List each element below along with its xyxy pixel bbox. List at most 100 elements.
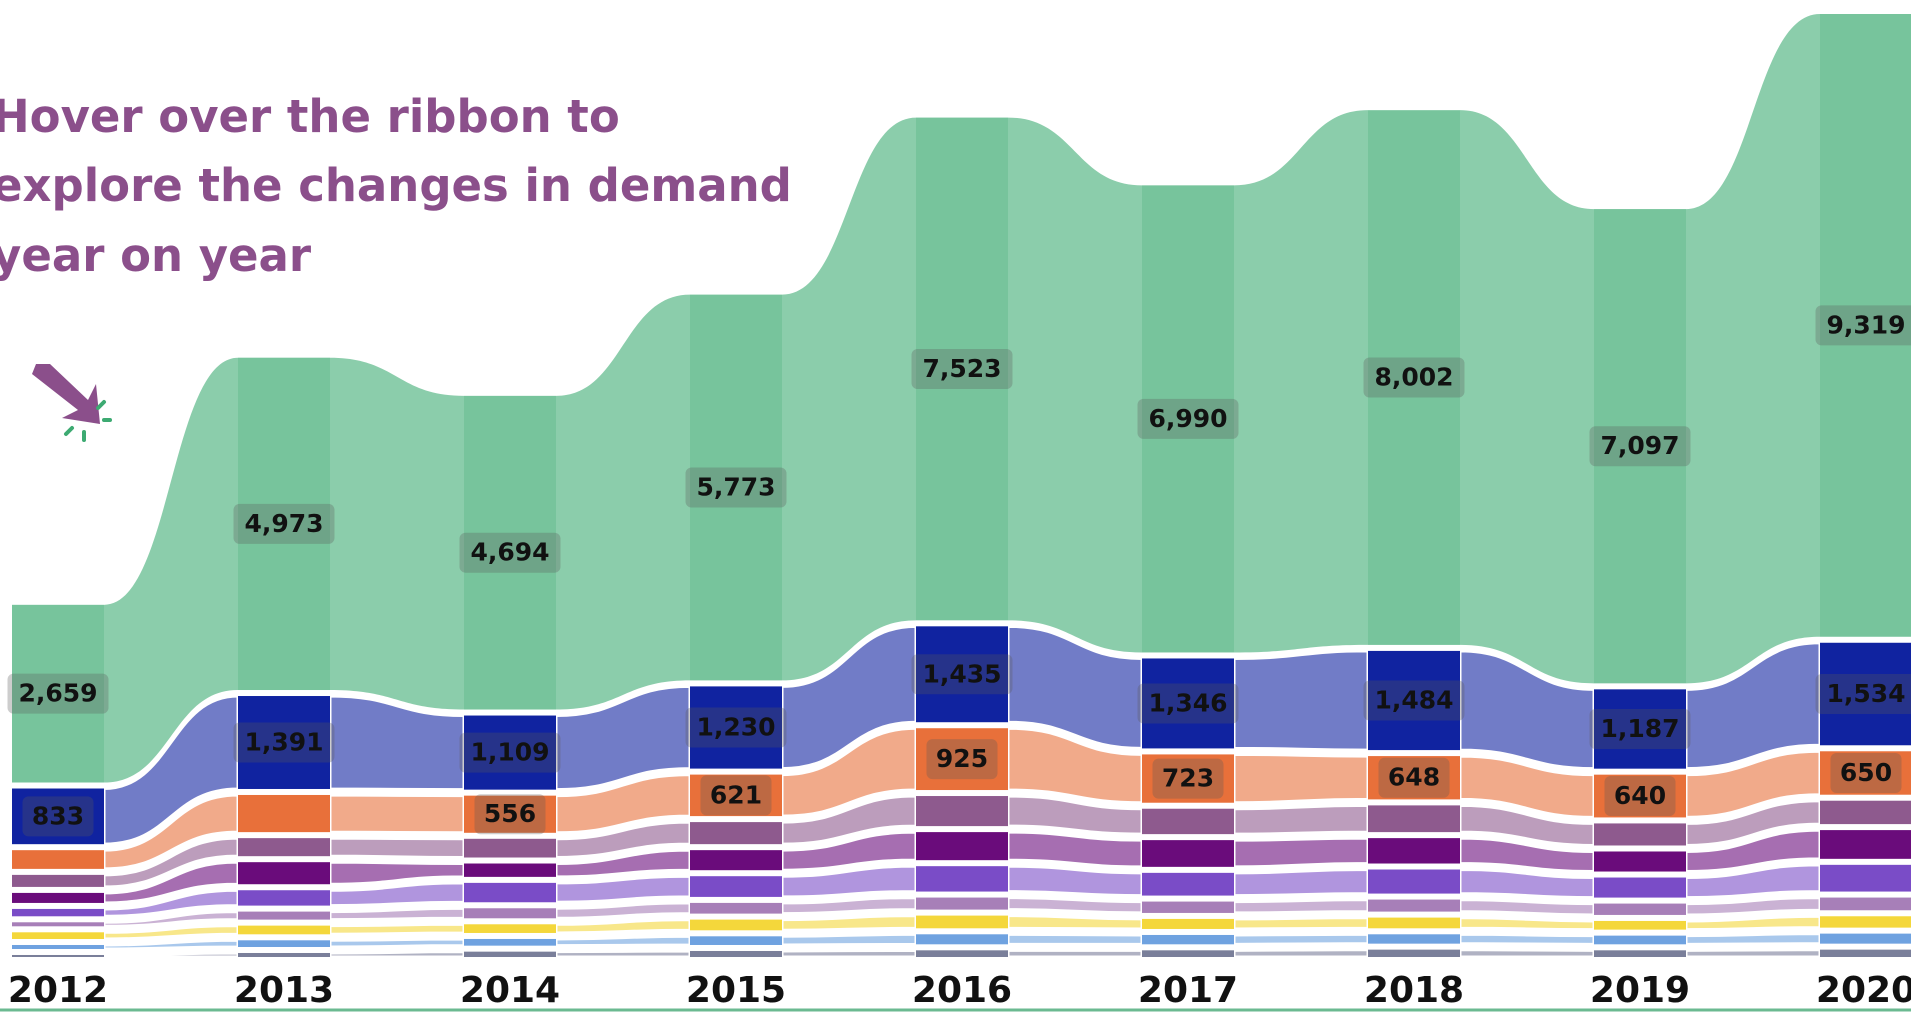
column-segment[interactable]: [1594, 823, 1686, 846]
column-segment[interactable]: [464, 882, 556, 903]
column-segment[interactable]: [1368, 899, 1460, 912]
column-segment[interactable]: [464, 924, 556, 933]
column-segment[interactable]: [690, 774, 782, 817]
ribbon[interactable]: [1006, 624, 1144, 750]
column-segment[interactable]: [1594, 920, 1686, 930]
column-segment[interactable]: [12, 908, 104, 917]
column-segment[interactable]: [238, 925, 330, 935]
ribbon[interactable]: [554, 918, 692, 935]
column-segment[interactable]: [690, 850, 782, 871]
ribbon[interactable]: [1458, 932, 1596, 946]
ribbon[interactable]: [1458, 898, 1596, 917]
column-segment[interactable]: [238, 696, 330, 789]
ribbon[interactable]: [102, 924, 240, 941]
column-segment[interactable]: [464, 938, 556, 946]
column-segment[interactable]: [1142, 918, 1234, 929]
column-segment[interactable]: [1820, 949, 1911, 957]
column-segment[interactable]: [916, 950, 1008, 957]
column-segment[interactable]: [238, 357, 330, 691]
ribbon[interactable]: [1006, 830, 1144, 869]
ribbon[interactable]: [1684, 896, 1822, 917]
ribbon[interactable]: [328, 937, 466, 949]
ribbon[interactable]: [1232, 932, 1370, 946]
column-segment[interactable]: [1142, 185, 1234, 653]
ribbon[interactable]: [1460, 110, 1594, 684]
column-segment[interactable]: [690, 822, 782, 845]
ribbon[interactable]: [780, 794, 918, 846]
column-segment[interactable]: [12, 788, 104, 845]
ribbon[interactable]: [330, 357, 464, 710]
ribbon[interactable]: [1232, 752, 1370, 805]
column-segment[interactable]: [1820, 897, 1911, 911]
column-segment[interactable]: [1368, 869, 1460, 894]
column-segment[interactable]: [12, 944, 104, 949]
column-segment[interactable]: [1368, 917, 1460, 929]
ribbon[interactable]: [1232, 898, 1370, 915]
column-segment[interactable]: [1594, 689, 1686, 769]
column-segment[interactable]: [1368, 110, 1460, 645]
ribbon[interactable]: [104, 357, 238, 783]
ribbon[interactable]: [328, 922, 466, 936]
column-segment[interactable]: [238, 952, 330, 957]
ribbon[interactable]: [1006, 864, 1144, 898]
column-segment[interactable]: [690, 950, 782, 957]
column-segment[interactable]: [916, 934, 1008, 945]
ribbon[interactable]: [1234, 110, 1368, 653]
column-segment[interactable]: [1594, 851, 1686, 872]
column-segment[interactable]: [1594, 877, 1686, 898]
column-segment[interactable]: [464, 908, 556, 919]
column-segment[interactable]: [12, 922, 104, 927]
ribbon[interactable]: [102, 694, 240, 846]
ribbon[interactable]: [1232, 948, 1370, 959]
column-segment[interactable]: [12, 932, 104, 939]
ribbon[interactable]: [1458, 916, 1596, 932]
ribbon[interactable]: [1686, 14, 1820, 684]
ribbon[interactable]: [1232, 916, 1370, 931]
column-segment[interactable]: [1820, 14, 1911, 637]
ribbon[interactable]: [554, 934, 692, 948]
ribbon[interactable]: [1006, 896, 1144, 915]
ribbon[interactable]: [328, 836, 466, 860]
column-segment[interactable]: [916, 117, 1008, 621]
column-segment[interactable]: [916, 866, 1008, 892]
column-segment[interactable]: [1820, 800, 1911, 825]
ribbon[interactable]: [1684, 948, 1822, 959]
column-segment[interactable]: [1820, 642, 1911, 746]
column-segment[interactable]: [1142, 808, 1234, 835]
column-segment[interactable]: [690, 686, 782, 769]
column-segment[interactable]: [1368, 949, 1460, 957]
column-segment[interactable]: [1594, 935, 1686, 945]
ribbon[interactable]: [554, 820, 692, 860]
ribbon[interactable]: [554, 874, 692, 904]
column-segment[interactable]: [690, 936, 782, 945]
column-segment[interactable]: [916, 832, 1008, 861]
column-segment[interactable]: [690, 902, 782, 914]
column-segment[interactable]: [1820, 916, 1911, 928]
ribbon[interactable]: [780, 948, 918, 959]
column-segment[interactable]: [1368, 650, 1460, 751]
column-segment[interactable]: [464, 795, 556, 833]
column-segment[interactable]: [1368, 838, 1460, 864]
column-segment[interactable]: [1142, 872, 1234, 896]
ribbon[interactable]: [782, 117, 916, 681]
column-segment[interactable]: [1594, 209, 1686, 684]
ribbon[interactable]: [1008, 117, 1142, 653]
column-segment[interactable]: [1594, 950, 1686, 957]
column-segment[interactable]: [1368, 756, 1460, 800]
ribbon[interactable]: [1684, 799, 1822, 847]
ribbon[interactable]: [328, 950, 466, 959]
column-segment[interactable]: [1594, 774, 1686, 818]
column-segment[interactable]: [12, 604, 104, 783]
ribbon[interactable]: [1458, 948, 1596, 959]
ribbon[interactable]: [102, 860, 240, 905]
column-segment[interactable]: [916, 915, 1008, 929]
column-segment[interactable]: [238, 940, 330, 947]
column-segment[interactable]: [1820, 864, 1911, 892]
ribbon[interactable]: [328, 694, 466, 792]
ribbon[interactable]: [1458, 868, 1596, 900]
column-segment[interactable]: [238, 890, 330, 906]
ribbon[interactable]: [780, 932, 918, 947]
ribbon[interactable]: [554, 949, 692, 959]
ribbon[interactable]: [102, 888, 240, 918]
ribbon[interactable]: [102, 938, 240, 951]
